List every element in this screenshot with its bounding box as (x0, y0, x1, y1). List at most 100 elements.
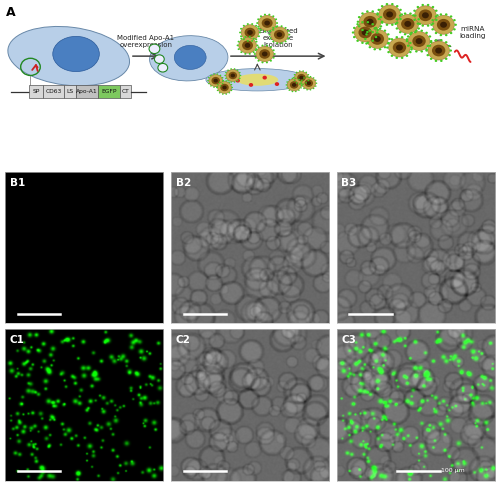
Circle shape (372, 23, 374, 25)
Circle shape (288, 34, 290, 36)
Circle shape (302, 84, 304, 85)
Circle shape (379, 48, 382, 50)
Circle shape (366, 29, 388, 48)
Ellipse shape (53, 36, 100, 71)
Circle shape (262, 52, 268, 57)
Circle shape (306, 82, 307, 84)
Circle shape (412, 14, 414, 16)
Text: Apo-A1: Apo-A1 (76, 89, 98, 94)
Circle shape (364, 16, 376, 28)
Circle shape (432, 45, 446, 57)
Circle shape (353, 36, 356, 38)
Circle shape (397, 14, 418, 33)
Circle shape (418, 23, 421, 25)
Circle shape (272, 57, 274, 58)
Circle shape (409, 33, 412, 35)
Circle shape (219, 82, 220, 83)
Circle shape (220, 85, 222, 86)
Circle shape (248, 53, 251, 55)
Circle shape (290, 81, 298, 89)
Circle shape (352, 31, 354, 34)
Circle shape (300, 83, 302, 84)
Circle shape (299, 71, 300, 72)
Circle shape (256, 22, 258, 24)
Circle shape (299, 84, 300, 85)
FancyBboxPatch shape (64, 85, 76, 98)
Circle shape (251, 40, 254, 42)
Circle shape (387, 43, 390, 44)
Circle shape (246, 23, 249, 25)
Circle shape (315, 85, 316, 87)
Circle shape (376, 13, 379, 14)
Circle shape (374, 36, 378, 38)
Circle shape (381, 5, 384, 7)
Circle shape (243, 38, 245, 40)
Circle shape (376, 14, 379, 15)
Circle shape (286, 81, 288, 83)
Circle shape (396, 36, 398, 38)
Circle shape (288, 89, 290, 91)
Circle shape (222, 80, 224, 81)
Circle shape (306, 81, 311, 85)
Circle shape (304, 80, 313, 87)
Circle shape (208, 83, 210, 84)
Circle shape (368, 46, 371, 48)
Text: C1: C1 (10, 335, 24, 345)
Circle shape (262, 18, 272, 28)
Circle shape (308, 74, 309, 75)
Circle shape (241, 25, 259, 40)
Circle shape (224, 75, 226, 76)
Circle shape (408, 32, 430, 51)
Circle shape (266, 44, 268, 46)
Circle shape (275, 26, 277, 28)
Circle shape (244, 53, 246, 55)
Circle shape (366, 10, 368, 13)
Circle shape (280, 25, 282, 27)
Circle shape (427, 25, 430, 27)
Circle shape (379, 5, 400, 24)
Circle shape (434, 32, 438, 34)
FancyBboxPatch shape (43, 85, 64, 98)
Circle shape (391, 3, 394, 5)
Circle shape (448, 45, 451, 47)
Circle shape (422, 4, 424, 6)
Circle shape (222, 93, 224, 95)
Circle shape (450, 32, 452, 34)
Circle shape (356, 23, 359, 25)
Circle shape (298, 89, 300, 91)
Circle shape (354, 23, 376, 42)
Circle shape (268, 30, 270, 32)
Circle shape (237, 70, 238, 71)
Circle shape (298, 79, 300, 80)
Circle shape (436, 14, 439, 16)
Circle shape (430, 40, 432, 42)
Circle shape (383, 9, 396, 20)
Circle shape (386, 3, 388, 5)
Circle shape (236, 79, 240, 83)
Circle shape (276, 32, 282, 37)
Circle shape (258, 46, 260, 48)
Circle shape (230, 68, 232, 70)
Circle shape (287, 38, 290, 39)
Circle shape (422, 12, 429, 18)
Text: B2: B2 (176, 178, 191, 187)
Circle shape (240, 35, 242, 37)
Text: miRNA
loading: miRNA loading (460, 26, 486, 39)
Circle shape (401, 57, 404, 59)
Circle shape (374, 36, 381, 42)
Circle shape (272, 41, 274, 43)
Circle shape (274, 82, 279, 86)
Circle shape (243, 25, 245, 27)
Circle shape (409, 42, 412, 44)
Circle shape (222, 77, 224, 78)
Ellipse shape (206, 69, 309, 91)
Circle shape (227, 80, 229, 82)
Circle shape (294, 80, 296, 81)
Circle shape (239, 78, 240, 79)
Circle shape (252, 51, 255, 53)
Circle shape (216, 73, 218, 75)
Circle shape (254, 53, 256, 55)
Circle shape (404, 21, 411, 27)
Circle shape (295, 91, 296, 92)
Circle shape (410, 46, 413, 49)
